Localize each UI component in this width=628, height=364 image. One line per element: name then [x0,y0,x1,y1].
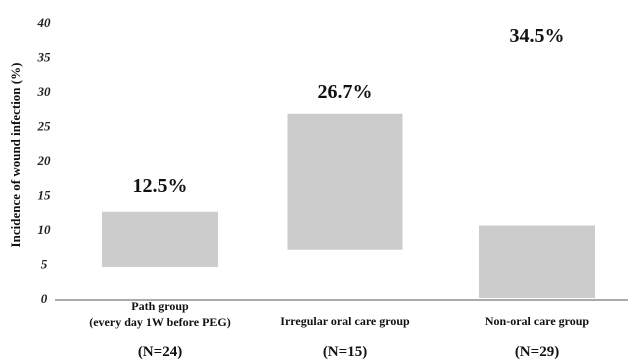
sample-size-label: (N=24) [138,344,182,360]
bar [102,211,218,267]
y-tick-label: 20 [37,153,52,168]
data-label: 34.5% [510,25,565,47]
category-label: Path group [131,299,189,313]
sample-size-label: (N=15) [323,344,367,360]
bar [287,113,403,250]
y-tick-label: 10 [38,222,52,237]
bar [479,225,595,298]
y-tick-label: 5 [41,257,48,272]
category-label: Non-oral care group [485,314,590,328]
category-label: (every day 1W before PEG) [89,315,231,329]
y-tick-label: 0 [41,291,48,306]
sample-size-label: (N=29) [515,344,559,360]
y-tick-label: 25 [37,119,52,134]
y-tick-label: 40 [37,15,52,30]
category-label: Irregular oral care group [280,314,410,328]
y-tick-label: 30 [37,84,52,99]
data-label: 12.5% [133,175,188,197]
y-tick-label: 35 [37,50,52,65]
data-label: 26.7% [318,81,373,103]
y-axis-label: Incidence of wound infection (%) [8,63,23,248]
y-tick-label: 15 [38,188,52,203]
